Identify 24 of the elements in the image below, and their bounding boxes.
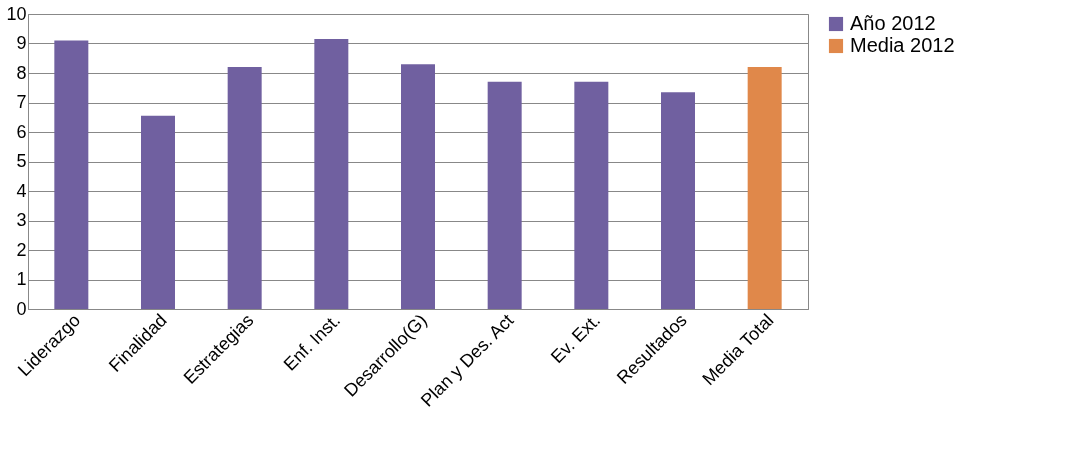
y-tick-label: 9	[16, 33, 27, 53]
bar	[314, 39, 349, 309]
y-tick-label: 4	[16, 180, 27, 201]
bar	[574, 81, 609, 309]
x-tick-label: Ev. Ext.	[547, 310, 605, 368]
bar	[141, 115, 175, 309]
x-tick-label: Enf. Inst.	[279, 310, 345, 375]
y-tick-label: 3	[16, 210, 27, 230]
bar	[401, 64, 435, 309]
y-tick-label: 0	[16, 298, 27, 319]
y-tick-label: 6	[16, 121, 27, 142]
y-tick-label: 2	[16, 239, 27, 260]
bar	[747, 67, 782, 309]
y-tick-label: 10	[6, 3, 27, 24]
bar	[487, 81, 522, 309]
bar	[661, 92, 695, 309]
bar	[54, 40, 89, 309]
y-tick-label: 1	[16, 269, 27, 289]
bar	[227, 67, 262, 309]
y-tick-label: 5	[16, 151, 27, 171]
y-tick-label: 7	[16, 92, 27, 112]
legend-label: Media 2012	[850, 34, 955, 56]
legend-label: Año 2012	[850, 12, 936, 34]
y-tick-label: 8	[16, 62, 27, 83]
